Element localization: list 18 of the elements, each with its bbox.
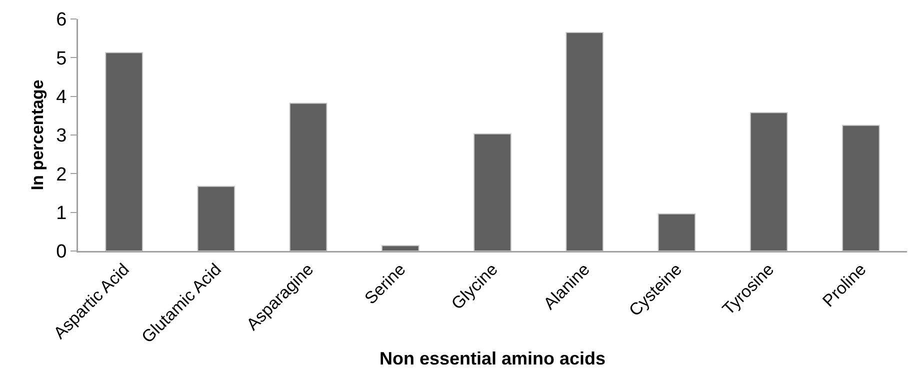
bar [566, 32, 604, 251]
y-tick-label: 0 [56, 242, 67, 263]
y-tick-label: 3 [56, 126, 67, 147]
y-tick-label: 4 [56, 86, 68, 108]
bar [197, 186, 236, 251]
y-tick-label: 5 [56, 48, 67, 70]
bar [289, 102, 328, 251]
x-axis-title: Non essential amino acids [379, 348, 606, 369]
bar [381, 245, 420, 251]
y-tick-label: 1 [56, 202, 67, 224]
bar [658, 213, 696, 251]
y-tick-label: 2 [56, 164, 67, 186]
bar [105, 52, 143, 251]
bar [750, 112, 788, 251]
y-tick-label: 6 [56, 10, 67, 31]
y-axis-title: In percentage [28, 80, 47, 190]
bar [842, 124, 880, 251]
bar [474, 133, 512, 251]
